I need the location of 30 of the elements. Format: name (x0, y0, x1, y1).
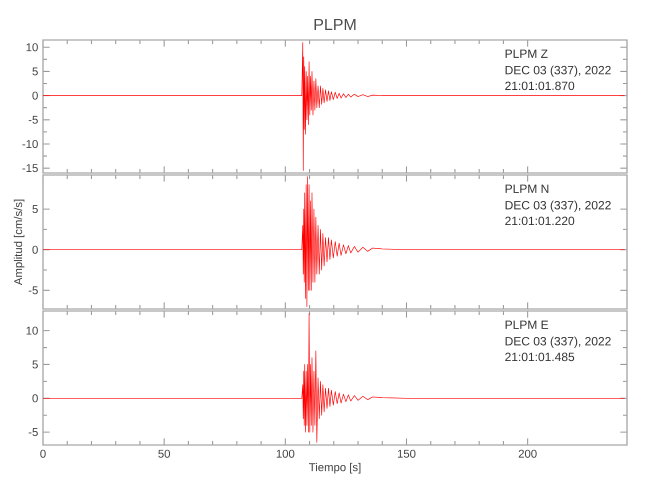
annotation: 21:01:01.485 (505, 352, 574, 362)
annotation: 21:01:01.220 (505, 216, 574, 226)
annotation: DEC 03 (337), 2022 (506, 200, 611, 212)
y-tick-label: 5 (32, 205, 38, 214)
y-axis-title: Amplitud [cm/s/s] (14, 200, 24, 286)
y-tick-label: -15 (22, 164, 38, 172)
y-tick-label: 5 (32, 360, 38, 368)
y-tick-label: -5 (28, 116, 38, 124)
y-tick-label: 5 (32, 67, 38, 76)
annotation: DEC 03 (337), 2022 (506, 66, 611, 77)
y-tick-label: 10 (26, 43, 38, 52)
annotation: DEC 03 (337), 2022 (506, 336, 611, 348)
x-tick-label: 200 (518, 450, 537, 458)
y-tick-label: -10 (22, 140, 38, 148)
chart-title: PLPM (314, 18, 356, 30)
y-tick-label: 0 (32, 394, 38, 402)
x-axis-title: Tiempo [s] (309, 462, 360, 474)
annotation: 21:01:01.870 (505, 82, 574, 90)
x-tick-label: 50 (158, 450, 170, 458)
y-tick-label: -5 (28, 428, 38, 436)
x-tick-label: 150 (398, 450, 416, 458)
x-tick-label: 0 (40, 450, 46, 458)
annotation: PLPM N (506, 184, 548, 193)
y-tick-label: 0 (32, 246, 38, 254)
annotation: PLPM Z (506, 50, 548, 58)
x-tick-label: 100 (276, 450, 294, 458)
y-tick-label: 10 (26, 326, 38, 335)
y-tick-label: 0 (32, 92, 38, 100)
y-tick-label: -5 (28, 286, 38, 294)
annotation: PLPM E (506, 320, 548, 329)
